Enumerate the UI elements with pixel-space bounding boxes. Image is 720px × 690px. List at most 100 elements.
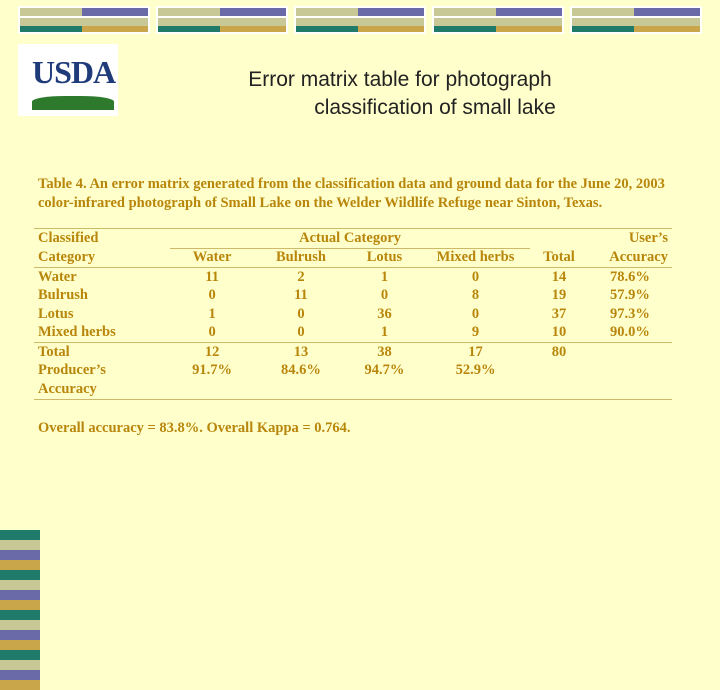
row-label: Bulrush bbox=[38, 287, 88, 304]
row-total: 10 bbox=[551, 324, 567, 341]
cell: 1 bbox=[380, 268, 389, 285]
header-classified: Classified bbox=[38, 230, 99, 246]
band-segment bbox=[0, 550, 40, 560]
row-label: Mixed herbs bbox=[38, 324, 116, 341]
total-row: Total 12 13 38 17 80 bbox=[34, 343, 672, 362]
band-segment bbox=[0, 650, 40, 660]
band-segment bbox=[82, 18, 148, 26]
band-segment bbox=[0, 680, 40, 690]
empty-cell bbox=[530, 362, 588, 381]
table-row: Mixed herbs 0 0 1 9 10 90.0% bbox=[34, 324, 672, 343]
cell: 0 bbox=[297, 305, 305, 322]
cell: 17 bbox=[468, 343, 483, 360]
slide-title: Error matrix table for photograph classi… bbox=[200, 66, 600, 122]
band-segment bbox=[572, 8, 634, 16]
band-tile bbox=[18, 6, 150, 34]
users-accuracy: 90.0% bbox=[610, 324, 650, 341]
band-segment bbox=[0, 620, 40, 630]
table-row: Lotus 1 0 36 0 37 97.3% bbox=[34, 305, 672, 324]
band-segment bbox=[496, 18, 562, 26]
empty-cell bbox=[588, 343, 672, 362]
usda-logo-text: USDA bbox=[32, 54, 116, 90]
total-row-label: Total bbox=[38, 343, 70, 360]
producers-row: Producer’s 91.7% 84.6% 94.7% 52.9% bbox=[34, 362, 672, 381]
cell: 9 bbox=[471, 324, 480, 341]
usda-logo: USDA bbox=[18, 44, 118, 116]
band-segment bbox=[0, 530, 40, 540]
band-segment bbox=[220, 26, 286, 32]
cell: 94.7% bbox=[364, 362, 405, 379]
error-matrix-table: Classified Actual Category User’s Catego… bbox=[34, 228, 672, 400]
cell: 84.6% bbox=[281, 362, 321, 379]
band-segment bbox=[296, 26, 358, 32]
header-col-bulrush: Bulrush bbox=[275, 249, 326, 266]
row-label: Water bbox=[38, 268, 77, 285]
band-segment bbox=[358, 18, 424, 26]
cell: 0 bbox=[471, 268, 480, 285]
band-tile bbox=[432, 6, 564, 34]
band-segment bbox=[20, 18, 82, 26]
cell: 36 bbox=[377, 305, 392, 322]
band-segment bbox=[158, 18, 220, 26]
band-segment bbox=[296, 18, 358, 26]
row-total: 14 bbox=[551, 268, 567, 285]
cell: 38 bbox=[377, 343, 392, 360]
band-segment bbox=[0, 660, 40, 670]
band-segment bbox=[158, 26, 220, 32]
cell: 1 bbox=[380, 324, 389, 341]
band-segment bbox=[158, 8, 220, 16]
empty-cell bbox=[170, 380, 672, 399]
band-segment bbox=[572, 26, 634, 32]
band-segment bbox=[0, 560, 40, 570]
header-accuracy: Accuracy bbox=[609, 249, 668, 265]
band-segment bbox=[20, 8, 82, 16]
cell: 0 bbox=[208, 324, 216, 341]
band-segment bbox=[496, 26, 562, 32]
cell: 91.7% bbox=[192, 362, 232, 379]
header-col-mixed-herbs: Mixed herbs bbox=[436, 249, 515, 266]
top-decorative-band bbox=[0, 6, 720, 34]
slide-title-line2: classification of small lake bbox=[314, 96, 556, 119]
cell: 52.9% bbox=[455, 362, 496, 379]
empty-cell bbox=[588, 362, 672, 381]
producers-label: Producer’s bbox=[38, 362, 106, 379]
producers-label-accuracy: Accuracy bbox=[38, 380, 97, 397]
cell: 8 bbox=[471, 287, 480, 304]
band-tile bbox=[156, 6, 288, 34]
band-segment bbox=[82, 26, 148, 32]
row-total: 19 bbox=[551, 287, 567, 304]
band-segment bbox=[0, 570, 40, 580]
band-segment bbox=[434, 26, 496, 32]
cell: 0 bbox=[297, 324, 305, 341]
cell: 0 bbox=[380, 287, 389, 304]
slide-title-line1: Error matrix table for photograph bbox=[248, 68, 552, 91]
grand-total: 80 bbox=[551, 343, 567, 360]
users-accuracy: 78.6% bbox=[610, 268, 650, 285]
band-segment bbox=[0, 610, 40, 620]
band-segment bbox=[434, 18, 496, 26]
header-actual-category: Actual Category bbox=[170, 228, 531, 249]
cell: 2 bbox=[297, 268, 305, 285]
band-segment bbox=[0, 590, 40, 600]
band-segment bbox=[0, 540, 40, 550]
band-segment bbox=[358, 26, 424, 32]
band-segment bbox=[634, 8, 700, 16]
band-segment bbox=[572, 18, 634, 26]
logo-field-graphic bbox=[32, 96, 114, 110]
cell: 11 bbox=[294, 287, 308, 304]
overall-accuracy-note: Overall accuracy = 83.8%. Overall Kappa … bbox=[38, 420, 351, 436]
band-segment bbox=[0, 580, 40, 590]
band-tile bbox=[294, 6, 426, 34]
cell: 0 bbox=[208, 287, 216, 304]
band-segment bbox=[0, 630, 40, 640]
cell: 12 bbox=[204, 343, 220, 360]
band-segment bbox=[220, 18, 286, 26]
band-segment bbox=[634, 26, 700, 32]
band-segment bbox=[296, 8, 358, 16]
header-total-spacer bbox=[530, 229, 588, 249]
header-col-lotus: Lotus bbox=[366, 249, 403, 266]
band-segment bbox=[220, 8, 286, 16]
band-segment bbox=[0, 670, 40, 680]
band-segment bbox=[0, 640, 40, 650]
band-segment bbox=[434, 8, 496, 16]
